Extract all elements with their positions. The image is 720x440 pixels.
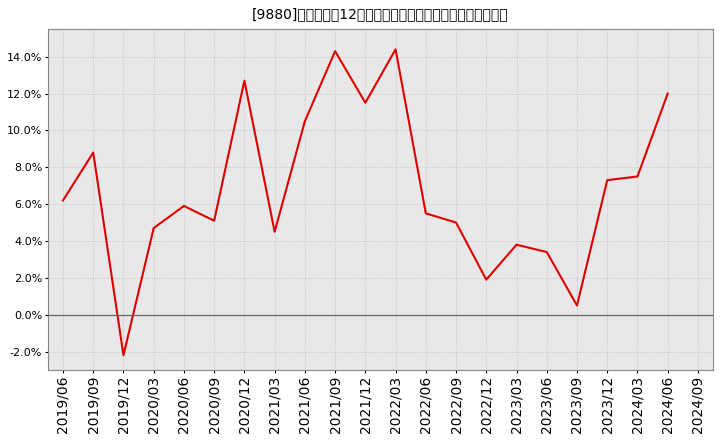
Title: [9880]　売上高の12か月移動合計の対前年同期増減率の推移: [9880] 売上高の12か月移動合計の対前年同期増減率の推移: [252, 7, 509, 21]
